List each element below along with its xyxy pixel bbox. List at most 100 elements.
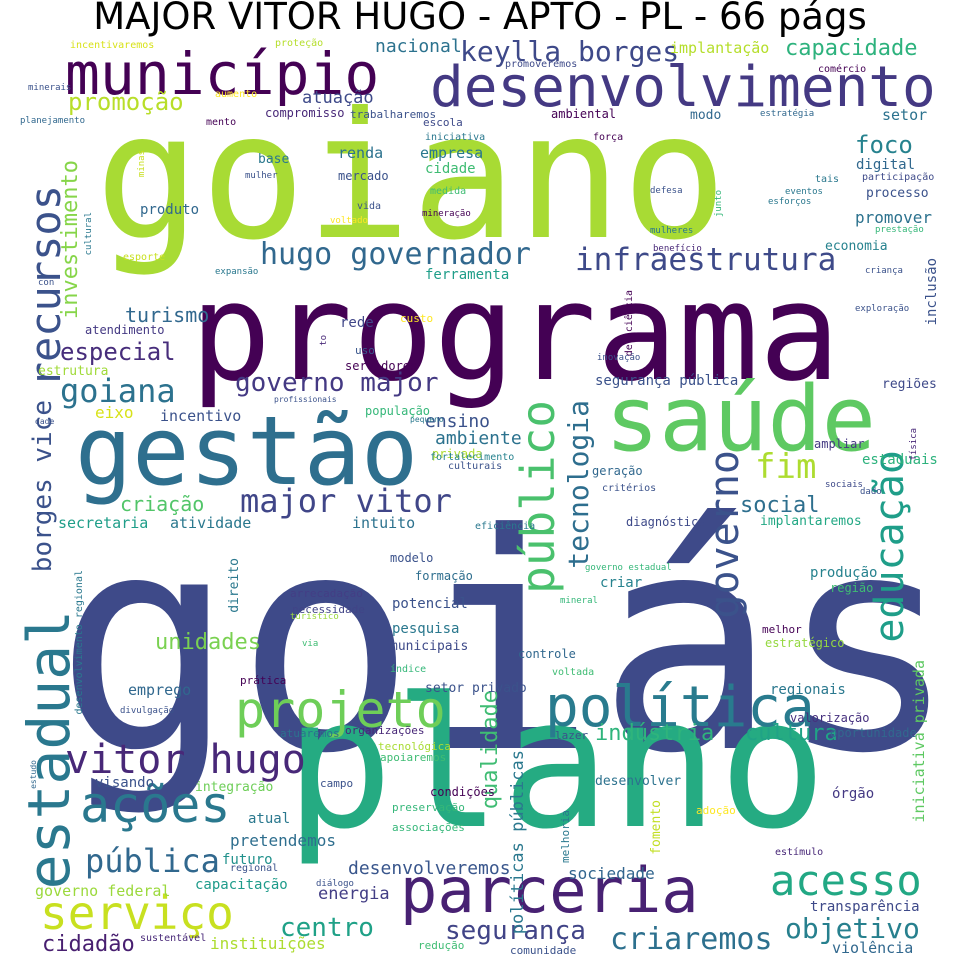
- word-pequeno: pequeno: [410, 415, 444, 424]
- word-programa: programa: [190, 254, 841, 411]
- word-servidores: servidores: [345, 359, 418, 373]
- word-governo-federal: governo federal: [35, 882, 171, 900]
- word-turismo: turismo: [125, 303, 210, 327]
- word-integracao: integração: [195, 780, 274, 795]
- page-title: MAJOR VITOR HUGO - APTO - PL - 66 págs: [93, 0, 867, 38]
- word-eventos: eventos: [785, 187, 823, 197]
- word-mercado: mercado: [338, 169, 389, 183]
- word-formacao: formação: [415, 569, 473, 583]
- word-capacitacao: capacitação: [195, 877, 288, 893]
- word-investimento: investimento: [58, 160, 83, 319]
- word-estrutura: estrutura: [38, 364, 109, 379]
- word-implantacao: implantação: [670, 39, 770, 57]
- word-base: base: [258, 152, 290, 167]
- word-rede: rede: [340, 315, 374, 331]
- word-lazer: lazer: [555, 729, 589, 742]
- word-crianca: criança: [865, 266, 903, 276]
- word-renda: renda: [338, 144, 384, 162]
- word-mulheres: mulheres: [650, 226, 694, 236]
- word-sustentavel: sustentável: [140, 933, 207, 944]
- word-exploracao: exploração: [855, 304, 910, 314]
- word-transparencia: transparência: [810, 899, 920, 915]
- word-politicas-publicas: políticas públicas: [508, 750, 528, 935]
- word-via: via: [302, 639, 319, 649]
- word-seguranca-publica: segurança pública: [595, 373, 739, 389]
- word-instituicoes: instituições: [210, 934, 326, 953]
- word-expansao: expansão: [215, 267, 259, 277]
- word-compromisso: compromisso: [265, 106, 345, 120]
- word-tecnologica: tecnológica: [378, 740, 451, 753]
- word-voltado: voltado: [330, 216, 368, 226]
- word-prestacao: prestação: [875, 225, 924, 235]
- word-unidades: unidades: [155, 630, 261, 655]
- word-goiano: goiano: [95, 76, 728, 279]
- word-educacao: educação: [867, 450, 913, 643]
- word-atuaremos: atuaremos: [280, 727, 340, 740]
- word-medida: medida: [430, 186, 467, 197]
- word-desenvolvimento: desenvolvimento: [430, 55, 936, 120]
- word-violencia: violência: [832, 939, 914, 957]
- word-planejamento: planejamento: [20, 116, 86, 126]
- word-iniciativa: iniciativa: [425, 132, 486, 143]
- word-sociais: sociais: [825, 480, 863, 490]
- word-regiao: região: [830, 581, 874, 595]
- word-empresa: empresa: [420, 144, 484, 162]
- word-vitor-hugo: vitor hugo: [65, 737, 306, 783]
- word-apoiaremos: apoiaremos: [380, 751, 447, 764]
- word-publico: público: [511, 400, 565, 594]
- word-nacional: nacional: [375, 36, 462, 57]
- word-turistico: turístico: [290, 612, 339, 622]
- word-futuro: futuro: [222, 852, 273, 868]
- word-inovacao: inovação: [597, 353, 641, 363]
- word-con: con: [38, 278, 55, 288]
- word-tecnologia: tecnologia: [562, 400, 595, 569]
- word-cidadao: cidadão: [42, 932, 135, 957]
- word-sociedade: sociedade: [568, 864, 655, 883]
- word-modo: modo: [690, 108, 722, 123]
- word-economia: economia: [825, 239, 888, 254]
- word-tais: tais: [815, 174, 840, 185]
- word-criar: criar: [600, 575, 643, 591]
- word-incentivo: incentivo: [160, 407, 242, 425]
- word-cultura: cultura: [745, 721, 838, 746]
- word-regionais: regionais: [770, 682, 846, 698]
- word-promoveremos: promoveremos: [505, 59, 578, 70]
- word-publica: pública: [85, 842, 220, 880]
- word-servico: serviço: [40, 886, 234, 940]
- word-visando: visando: [95, 775, 155, 791]
- word-aumento: aumento: [215, 89, 258, 100]
- word-comercio: comércio: [818, 64, 867, 75]
- word-implantaremos: implantaremos: [760, 514, 862, 529]
- word-mulher: mulher: [245, 171, 278, 181]
- word-goias: goiás: [54, 470, 958, 819]
- word-regional: regional: [230, 863, 279, 874]
- word-incentivaremos: incentivaremos: [70, 40, 155, 51]
- word-desenvolver: desenvolver: [595, 774, 682, 789]
- word-cidade: cidade: [425, 161, 476, 177]
- word-iniciativa-privada: iniciativa privada: [910, 660, 928, 823]
- word-centro: centro: [280, 913, 374, 943]
- word-fisica: física: [909, 428, 919, 461]
- word-estimulo: estímulo: [775, 847, 824, 858]
- word-governo: governo: [702, 450, 748, 619]
- word-defesa: defesa: [650, 186, 683, 196]
- word-promover: promover: [855, 208, 933, 227]
- word-custo: custo: [400, 312, 434, 325]
- word-municipio: município: [65, 40, 380, 108]
- word-politica: política: [545, 675, 815, 740]
- word-ambiental: ambiental: [551, 107, 617, 121]
- word-arrecadacao: arrecadação: [290, 587, 363, 600]
- word-desenvolveremos: desenvolveremos: [348, 858, 511, 879]
- word-minas: minas: [137, 150, 147, 178]
- word-criaremos: criaremos: [610, 922, 773, 957]
- word-criacao: criação: [120, 492, 205, 516]
- word-reducao: redução: [418, 939, 465, 952]
- word-atividade: atividade: [170, 514, 252, 532]
- word-preservacao: preservação: [392, 801, 465, 814]
- word-producao: produção: [810, 565, 878, 581]
- word-mineracao: mineração: [422, 209, 471, 219]
- word-associacoes: associações: [392, 821, 465, 834]
- word-oportunidade: oportunidade: [830, 726, 917, 740]
- word-melhor: melhor: [762, 623, 802, 636]
